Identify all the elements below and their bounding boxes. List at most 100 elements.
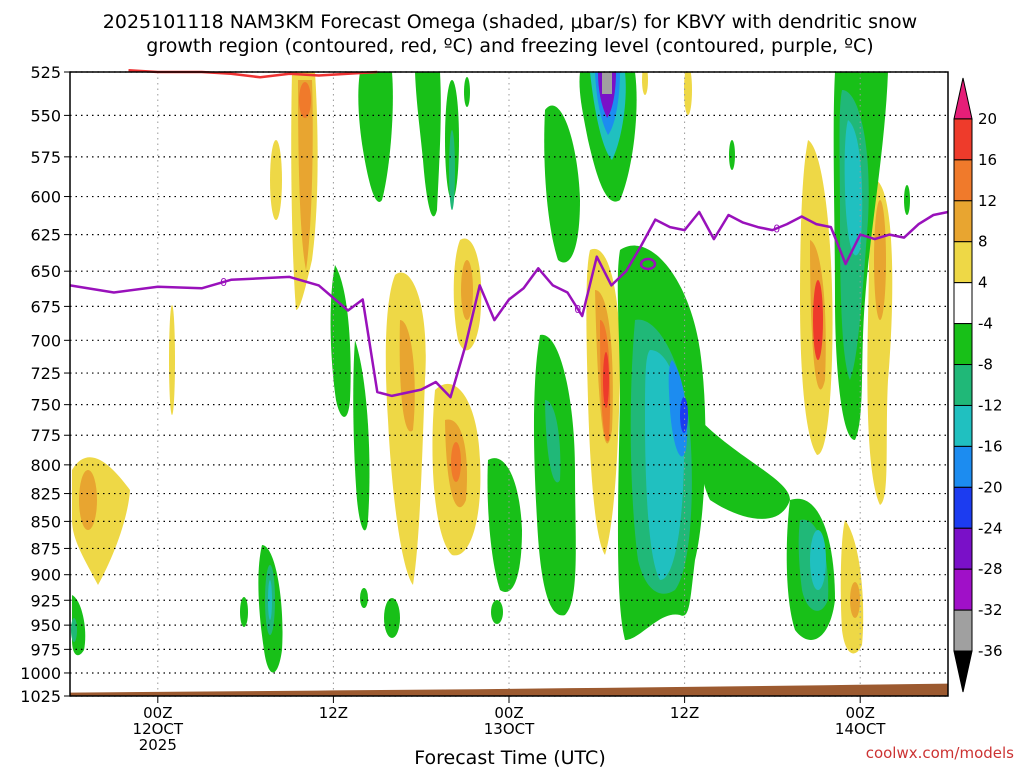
colorbar-label: -36 — [978, 642, 1003, 660]
colorbar-swatch — [953, 282, 973, 325]
terrain-layer — [70, 683, 948, 696]
colorbar-label: -20 — [978, 478, 1003, 496]
y-tick-label: 975 — [30, 640, 61, 659]
y-tick-label: 850 — [30, 512, 61, 531]
x-axis-label: Forecast Time (UTC) — [414, 747, 605, 768]
colorbar-swatch — [953, 77, 973, 120]
colorbar-label: 20 — [978, 110, 997, 128]
colorbar-swatch — [953, 568, 973, 611]
x-tick-label: 00Z — [846, 704, 875, 722]
colorbar-label: -32 — [978, 601, 1003, 619]
chart-title-line-1: 2025101118 NAM3KM Forecast Omega (shaded… — [103, 11, 917, 33]
colorbar-swatch — [953, 159, 973, 202]
y-tick-label: 950 — [30, 616, 61, 635]
omega-region-negative — [71, 618, 77, 642]
y-tick-label: 625 — [30, 226, 61, 245]
y-tick-label: 725 — [30, 364, 61, 383]
omega-region-negative — [699, 420, 790, 519]
colorbar-swatch — [953, 118, 973, 161]
omega-region-negative — [487, 458, 522, 592]
omega-region-negative — [491, 600, 503, 624]
freezing-level-closed-contour — [639, 257, 657, 271]
freezing-level-line — [69, 210, 949, 399]
x-tick-label: 12OCT — [133, 720, 184, 738]
omega-region-negative — [353, 340, 370, 531]
colorbar-label: -4 — [978, 315, 993, 333]
omega-shaded-field — [71, 72, 910, 673]
omega-region-positive — [399, 320, 415, 432]
omega-region-negative — [330, 265, 351, 417]
colorbar-swatch — [953, 445, 973, 488]
colorbar-swatch — [953, 200, 973, 243]
omega-region-negative — [384, 598, 400, 638]
y-tick-label: 750 — [30, 396, 61, 415]
y-tick-label: 650 — [30, 262, 61, 281]
y-tick-label: 525 — [30, 63, 61, 82]
colorbar-swatch — [953, 323, 973, 366]
x-tick-label: 2025 — [139, 736, 177, 754]
y-tick-label: 825 — [30, 485, 61, 504]
colorbar-label: 8 — [978, 233, 988, 251]
credit-text: coolwx.com/models — [866, 744, 1014, 762]
colorbar-label: 16 — [978, 151, 997, 169]
x-tick-label: 00Z — [143, 704, 172, 722]
omega-region-positive — [79, 470, 97, 530]
omega-region-positive — [603, 352, 609, 408]
omega-region-negative — [360, 588, 368, 608]
omega-region-negative — [680, 397, 688, 433]
y-tick-label: 925 — [30, 591, 61, 610]
y-tick-label: 800 — [30, 456, 61, 475]
x-tick-label: 12Z — [670, 704, 699, 722]
freezing-level-contour-label: 0 — [220, 276, 227, 289]
omega-region-negative — [464, 77, 470, 107]
colorbar-label: -8 — [978, 356, 993, 374]
freezing-level-contour-label: 0 — [574, 303, 581, 316]
omega-region-negative — [602, 72, 612, 94]
colorbar-label: -24 — [978, 519, 1003, 537]
omega-region-positive — [642, 72, 648, 95]
colorbar: 20 16 12 8 4 -4 -8 -12 -16 -20 -24 -28 -32 -36 — [953, 77, 1003, 693]
y-tick-label: 550 — [30, 106, 61, 125]
y-tick-label: 600 — [30, 188, 61, 207]
colorbar-label: -12 — [978, 396, 1003, 414]
omega-region-positive — [298, 80, 313, 270]
omega-region-negative — [240, 597, 248, 627]
y-tick-label: 875 — [30, 539, 61, 558]
omega-region-positive — [850, 582, 860, 618]
y-tick-label: 675 — [30, 297, 61, 316]
colorbar-swatch — [953, 486, 973, 529]
colorbar-label: -28 — [978, 560, 1003, 578]
terrain-band — [70, 683, 948, 696]
omega-region-negative — [268, 580, 272, 620]
omega-region-negative — [544, 105, 580, 263]
colorbar-swatch — [953, 364, 973, 406]
x-tick-label: 00Z — [494, 704, 523, 722]
x-tick-label: 12Z — [319, 704, 348, 722]
omega-region-positive — [451, 442, 461, 482]
omega-region-positive — [169, 305, 175, 415]
omega-region-negative — [729, 140, 735, 170]
omega-region-positive — [867, 180, 893, 505]
omega-region-negative — [545, 400, 561, 483]
omega-region-negative — [844, 120, 863, 256]
x-tick-label: 13OCT — [484, 720, 535, 738]
colorbar-swatch — [953, 404, 973, 447]
omega-region-positive — [813, 280, 823, 360]
omega-region-negative — [449, 130, 455, 210]
colorbar-swatch — [953, 527, 973, 570]
omega-region-positive — [684, 72, 692, 115]
chart-title-line-2: growth region (contoured, red, ºC) and f… — [146, 35, 873, 57]
omega-region-positive — [385, 272, 426, 585]
omega-region-positive — [270, 140, 282, 220]
colorbar-swatch — [953, 241, 973, 284]
omega-region-negative — [358, 72, 393, 202]
y-tick-label: 575 — [30, 148, 61, 167]
omega-region-negative — [415, 72, 441, 217]
omega-region-positive — [299, 82, 311, 118]
omega-region-positive — [874, 200, 886, 320]
colorbar-label: 12 — [978, 192, 997, 210]
omega-region-negative — [668, 360, 688, 457]
